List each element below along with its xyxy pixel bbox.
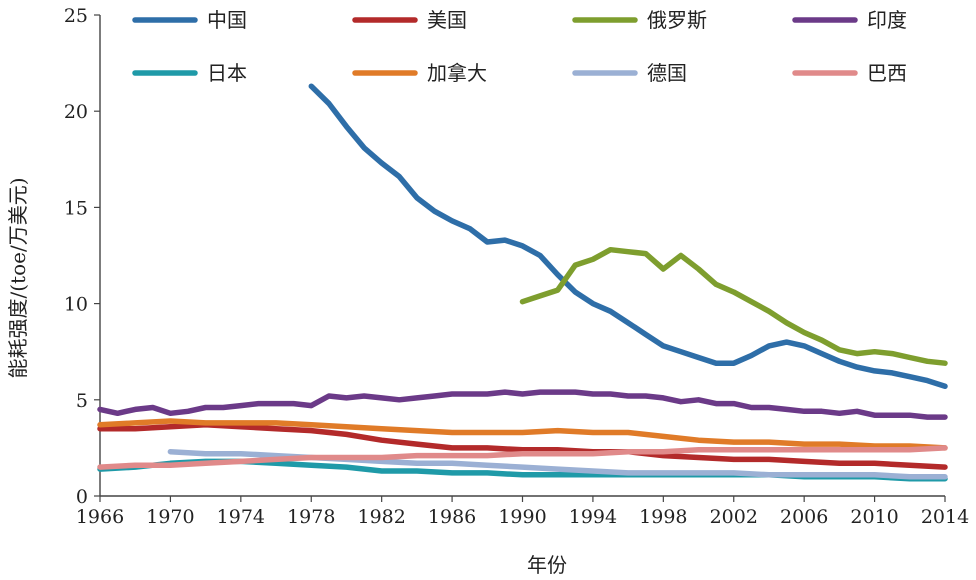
series-line [308, 83, 948, 390]
series-group [97, 83, 948, 482]
y-tick-label: 20 [64, 101, 88, 123]
series-line [97, 422, 948, 470]
legend-label: 加拿大 [427, 61, 487, 85]
x-axis-title: 年份 [527, 553, 567, 577]
y-tick-label: 0 [76, 486, 88, 508]
legend-label: 日本 [207, 61, 247, 85]
series-line [97, 445, 948, 470]
y-tick-group: 0 5 10 15 20 25 [64, 5, 100, 508]
x-tick-label: 1990 [498, 506, 546, 528]
series-line [97, 389, 948, 420]
x-tick-label: 2014 [921, 506, 969, 528]
x-tick-group: 1966 1970 1974 1978 1982 1986 1990 1994 1998 2002… [76, 496, 969, 528]
x-tick-label: 2002 [710, 506, 758, 528]
series-line [97, 418, 948, 451]
legend-label: 中国 [207, 8, 247, 32]
x-tick-label: 2010 [850, 506, 898, 528]
legend-label: 印度 [867, 8, 907, 32]
x-tick-label: 1982 [357, 506, 405, 528]
legend-label: 德国 [647, 61, 687, 85]
x-tick-label: 1998 [639, 506, 687, 528]
y-tick-label: 10 [64, 294, 88, 316]
x-tick-label: 1978 [287, 506, 335, 528]
y-tick-label: 5 [76, 390, 88, 412]
x-tick-label: 1994 [569, 506, 617, 528]
legend-label: 巴西 [867, 61, 907, 85]
y-tick-label: 15 [64, 197, 88, 219]
x-tick-label: 2006 [780, 506, 828, 528]
legend-label: 俄罗斯 [647, 8, 707, 32]
x-tick-label: 1966 [76, 506, 124, 528]
legend-label: 美国 [427, 8, 467, 32]
y-axis-title: 能耗强度/(toe/万美元) [6, 178, 30, 379]
y-tick-label: 25 [64, 5, 88, 27]
x-tick-label: 1974 [217, 506, 265, 528]
x-tick-label: 1986 [428, 506, 476, 528]
x-tick-label: 1970 [146, 506, 194, 528]
series-line [519, 246, 948, 366]
